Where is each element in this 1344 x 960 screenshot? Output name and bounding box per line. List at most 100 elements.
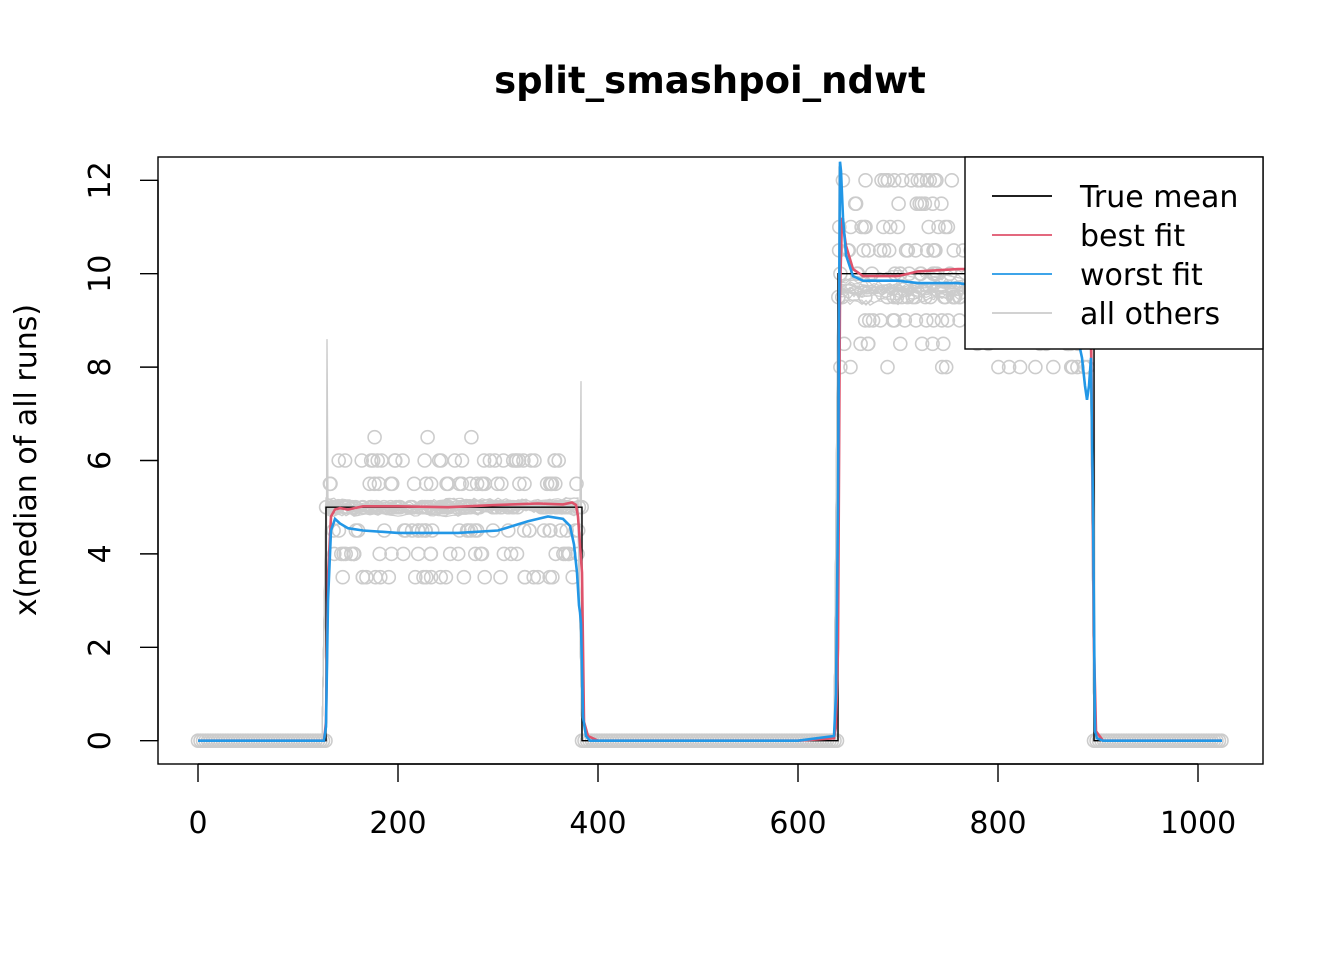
data-point <box>509 546 525 562</box>
data-point <box>362 476 378 492</box>
data-point <box>527 453 542 468</box>
data-point <box>423 476 439 492</box>
data-point <box>395 453 410 468</box>
data-point <box>857 313 873 328</box>
data-point <box>469 476 485 492</box>
data-point <box>1012 359 1028 375</box>
data-point <box>523 453 539 468</box>
x-axis: 0 200 400 600 800 1000 <box>188 763 1236 841</box>
data-point <box>503 546 519 562</box>
data-point <box>843 359 858 375</box>
data-point <box>1028 359 1043 375</box>
data-point <box>517 569 533 585</box>
data-point <box>336 546 351 562</box>
data-point <box>372 546 388 562</box>
data-point <box>505 453 521 468</box>
legend-label-all-others: all others <box>1080 297 1220 332</box>
data-point <box>346 546 362 562</box>
data-point <box>934 359 950 375</box>
data-point <box>931 219 946 235</box>
y-tick-label: 2 <box>83 638 118 657</box>
data-point <box>889 289 905 305</box>
data-point <box>359 569 374 585</box>
data-point <box>860 336 876 352</box>
data-point <box>433 569 449 585</box>
data-point <box>417 453 432 468</box>
data-point <box>861 313 877 328</box>
data-point <box>929 173 944 188</box>
data-point <box>882 219 898 235</box>
data-point <box>536 523 552 538</box>
data-point <box>372 569 388 585</box>
data-point <box>476 453 492 468</box>
data-point <box>387 453 403 468</box>
data-point <box>544 476 560 492</box>
data-point <box>938 359 954 375</box>
data-point <box>848 196 864 211</box>
data-point <box>355 569 371 585</box>
data-point <box>917 196 933 211</box>
data-point <box>516 523 532 538</box>
data-point <box>940 219 956 235</box>
data-point <box>526 569 542 585</box>
data-point <box>418 569 434 585</box>
data-point <box>512 476 527 492</box>
data-point <box>880 289 895 305</box>
x-tick-label: 1000 <box>1160 806 1236 841</box>
data-point <box>910 173 926 188</box>
data-point <box>857 219 872 235</box>
data-point <box>454 453 470 468</box>
data-point <box>494 476 509 492</box>
y-tick-label: 0 <box>83 731 118 750</box>
data-point <box>914 336 930 352</box>
data-point <box>858 173 873 188</box>
data-point <box>460 523 476 538</box>
y-axis: 0 2 4 6 8 10 12 <box>83 161 159 750</box>
data-point <box>900 243 916 258</box>
data-point <box>530 569 546 585</box>
data-point <box>880 359 895 375</box>
data-point <box>384 546 399 562</box>
y-tick-label: 10 <box>83 255 118 293</box>
data-point <box>918 313 934 328</box>
data-point <box>861 243 876 258</box>
data-point <box>374 453 389 468</box>
data-point <box>406 476 422 492</box>
y-tick-label: 12 <box>83 161 118 199</box>
data-point <box>487 453 503 468</box>
data-point <box>335 569 351 585</box>
data-point <box>452 523 467 538</box>
legend-label-worst-fit: worst fit <box>1080 258 1203 293</box>
data-point <box>370 453 386 468</box>
data-point <box>934 196 949 211</box>
data-point <box>908 313 924 328</box>
data-point <box>450 546 466 562</box>
data-point <box>439 476 454 492</box>
data-point <box>885 313 901 328</box>
data-point <box>991 359 1006 375</box>
data-point <box>323 476 338 492</box>
data-point <box>475 476 490 492</box>
data-point <box>490 476 505 492</box>
data-point <box>407 569 423 585</box>
data-point <box>881 243 897 258</box>
legend: True mean best fit worst fit all others <box>964 156 1264 350</box>
data-point <box>331 453 347 468</box>
data-point <box>326 546 342 562</box>
data-point <box>381 569 397 585</box>
data-point <box>925 336 940 352</box>
data-point <box>477 569 493 585</box>
data-point <box>522 523 537 538</box>
data-point <box>556 546 571 562</box>
data-point <box>935 336 951 352</box>
data-point <box>516 453 531 468</box>
data-point <box>907 289 923 305</box>
chart-title: split_smashpoi_ndwt <box>494 59 926 102</box>
data-point <box>872 243 888 258</box>
data-point <box>940 313 956 328</box>
data-point <box>395 546 411 562</box>
data-point <box>543 523 558 538</box>
data-point <box>337 453 353 468</box>
data-point <box>565 569 581 585</box>
